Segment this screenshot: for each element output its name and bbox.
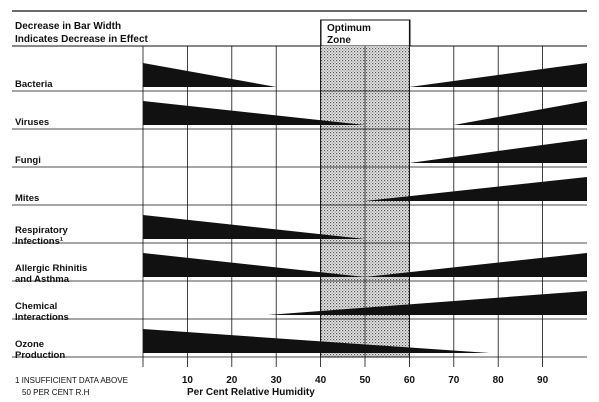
wedge-increasing	[409, 139, 587, 163]
wedge-decreasing	[143, 63, 277, 87]
wedge-decreasing	[143, 329, 490, 353]
x-tick-label: 80	[493, 375, 505, 386]
row-label: Chemical	[15, 301, 57, 312]
row-label: Fungi	[15, 155, 41, 166]
wedge-increasing	[365, 177, 587, 201]
wedge-decreasing	[143, 215, 365, 239]
wedge-increasing	[267, 291, 587, 315]
x-tick-label: 40	[315, 375, 327, 386]
x-tick-label: 30	[271, 375, 283, 386]
row-label: Mites	[15, 193, 39, 204]
wedge-decreasing	[143, 253, 365, 277]
row-label: Ozone	[15, 339, 44, 350]
row-label: Allergic Rhinitis	[15, 263, 87, 274]
optimum-zone-label-line2: Zone	[327, 35, 351, 46]
x-axis-ticks: 10 20 30 40 50 60 70 80 90	[182, 375, 549, 386]
optimum-zone-label-line1: Optimum	[327, 23, 371, 34]
wedge-decreasing	[143, 101, 365, 125]
grid	[12, 46, 587, 367]
row-label: Production	[15, 350, 65, 361]
x-tick-label: 50	[359, 375, 371, 386]
effect-wedges	[143, 63, 587, 353]
row-label: Interactions	[15, 312, 69, 323]
wedge-increasing	[365, 253, 587, 277]
x-tick-label: 20	[226, 375, 238, 386]
x-tick-label: 60	[404, 375, 416, 386]
row-label: Infections¹	[15, 236, 63, 247]
row-label: Bacteria	[15, 79, 53, 90]
legend-note-line1: Decrease in Bar Width	[15, 21, 121, 32]
x-axis-label: Per Cent Relative Humidity	[187, 387, 315, 398]
x-tick-label: 10	[182, 375, 194, 386]
footnote-line2: 50 PER CENT R.H	[22, 388, 90, 397]
wedge-increasing	[409, 63, 587, 87]
row-label: and Asthma	[15, 274, 70, 285]
footnote-line1: 1 INSUFFICIENT DATA ABOVE	[15, 376, 128, 385]
wedge-increasing	[453, 101, 587, 125]
x-tick-label: 90	[537, 375, 549, 386]
row-label: Respiratory	[15, 225, 69, 236]
row-labels: Bacteria Viruses Fungi Mites RespiratoryInfe…	[15, 79, 87, 361]
x-tick-label: 70	[448, 375, 460, 386]
row-label: Viruses	[15, 117, 49, 128]
legend-note-line2: Indicates Decrease in Effect	[15, 34, 149, 45]
